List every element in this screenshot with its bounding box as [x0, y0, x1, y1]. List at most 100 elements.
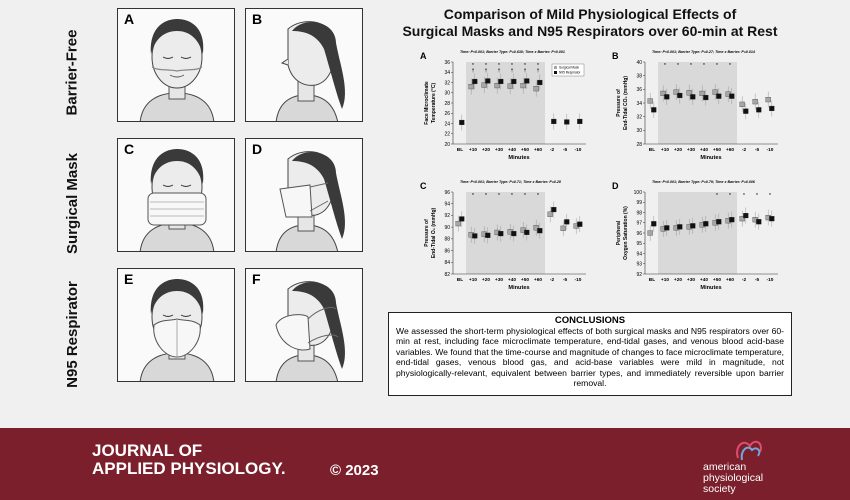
significance-dagger: † [524, 68, 527, 74]
y-tick-label: 82 [444, 272, 450, 278]
x-tick-label: +30 [495, 277, 503, 283]
conclusions-text: We assessed the short-term physiological… [396, 326, 784, 389]
photo-label: E [124, 271, 134, 287]
y-tick-label: 32 [444, 80, 450, 86]
significance-star: * [472, 193, 475, 199]
y-tick-label: 34 [636, 101, 642, 107]
society-name: american physiological society [703, 462, 763, 495]
society-line: american [703, 461, 747, 473]
y-axis-label: Peripheral [616, 220, 622, 245]
footer-bar [0, 428, 850, 500]
chart-panel-a: A Time: P<0.001; Barrier Type: P=0.630; T… [420, 50, 586, 161]
significance-star: * [716, 63, 719, 69]
significance-star: * [498, 63, 501, 69]
y-tick-label: 92 [636, 272, 642, 278]
data-point [551, 207, 557, 213]
x-tick-label: +10 [469, 147, 477, 153]
x-tick-label: -2 [742, 277, 747, 283]
x-tick-label: -10 [575, 277, 582, 283]
data-point [455, 221, 461, 227]
x-tick-label: +60 [726, 147, 734, 153]
x-tick-label: +20 [482, 277, 490, 283]
photo-front-surgical-mask: C [117, 138, 235, 252]
data-point [686, 90, 692, 96]
x-tick-label: +30 [495, 147, 503, 153]
row-label-barrier-free: Barrier-Free [62, 12, 82, 132]
y-tick-label: 97 [636, 221, 642, 227]
data-point [511, 78, 517, 85]
data-point [524, 78, 530, 84]
y-tick-label: 99 [636, 200, 642, 206]
y-tick-label: 20 [444, 142, 450, 148]
figure-title: Comparison of Mild Physiological Effects… [390, 6, 790, 40]
photo-label: D [252, 141, 263, 157]
y-tick-label: 92 [444, 213, 450, 219]
conclusions-box: CONCLUSIONS We assessed the short-term p… [388, 312, 792, 396]
x-tick-label: +30 [687, 147, 695, 153]
significance-dagger: † [537, 68, 540, 74]
x-tick-label: -10 [767, 277, 774, 283]
y-tick-label: 94 [444, 202, 450, 208]
y-axis-label: Pressure of [424, 219, 430, 247]
shaded-barrier-period [466, 62, 545, 144]
y-tick-label: 30 [444, 91, 450, 97]
data-point [485, 232, 491, 238]
significance-star: * [729, 63, 732, 69]
y-tick-label: 90 [444, 225, 450, 231]
x-tick-label: +20 [674, 147, 682, 153]
legend-label: N95 Respirator [559, 71, 581, 75]
significance-dagger: † [498, 68, 501, 74]
journal-line-1: JOURNAL OF [92, 441, 203, 460]
data-point [459, 216, 465, 222]
data-point [547, 211, 553, 217]
y-tick-label: 86 [444, 248, 450, 254]
x-tick-label: +50 [521, 147, 529, 153]
x-tick-label: +40 [700, 147, 708, 153]
data-point [577, 118, 583, 125]
face-profile-illustration [275, 21, 346, 121]
data-point [468, 84, 474, 90]
data-point [520, 83, 526, 89]
significance-star: * [537, 63, 540, 69]
significance-star: * [677, 63, 680, 69]
row-label-n95: N95 Respirator [62, 274, 82, 394]
data-point [690, 223, 696, 229]
y-tick-label: 22 [444, 132, 450, 138]
data-point [703, 221, 709, 227]
y-tick-label: 38 [636, 73, 642, 79]
title-line-2: Surgical Masks and N95 Respirators over … [402, 23, 778, 39]
data-point [677, 224, 683, 230]
photo-front-barrier-free: A [117, 8, 235, 122]
y-tick-label: 96 [636, 231, 642, 237]
face-profile-illustration [275, 151, 346, 251]
data-point [511, 231, 517, 237]
x-tick-label: -10 [575, 147, 582, 153]
legend-box [551, 63, 585, 77]
data-point [651, 221, 657, 227]
y-tick-label: 94 [636, 251, 642, 257]
data-point [533, 225, 539, 231]
panel-letter: D [612, 181, 619, 191]
data-point [664, 225, 670, 231]
x-tick-label: -2 [742, 147, 747, 153]
data-point [712, 89, 718, 95]
data-point [481, 82, 487, 88]
shaded-barrier-period [658, 62, 737, 144]
data-point [647, 230, 653, 236]
significance-star: * [498, 193, 501, 199]
significance-star: * [472, 63, 475, 69]
stats-text: Time: P<0.001; Barrier Type: P=0.79; Tim… [652, 180, 756, 184]
data-point [765, 97, 771, 103]
x-tick-label: +20 [482, 147, 490, 153]
data-point [577, 221, 583, 227]
legend-label: Surgical Mask [559, 66, 579, 70]
data-point [673, 89, 679, 95]
significance-star: * [703, 63, 706, 69]
y-tick-label: 36 [444, 60, 450, 66]
chart-panel-d: D Time: P<0.001; Barrier Type: P=0.79; Ti… [612, 180, 778, 291]
face-front-illustration [139, 279, 215, 381]
photo-label: F [252, 271, 261, 287]
data-point [729, 217, 735, 223]
legend-swatch [554, 66, 557, 69]
data-point [551, 118, 557, 125]
